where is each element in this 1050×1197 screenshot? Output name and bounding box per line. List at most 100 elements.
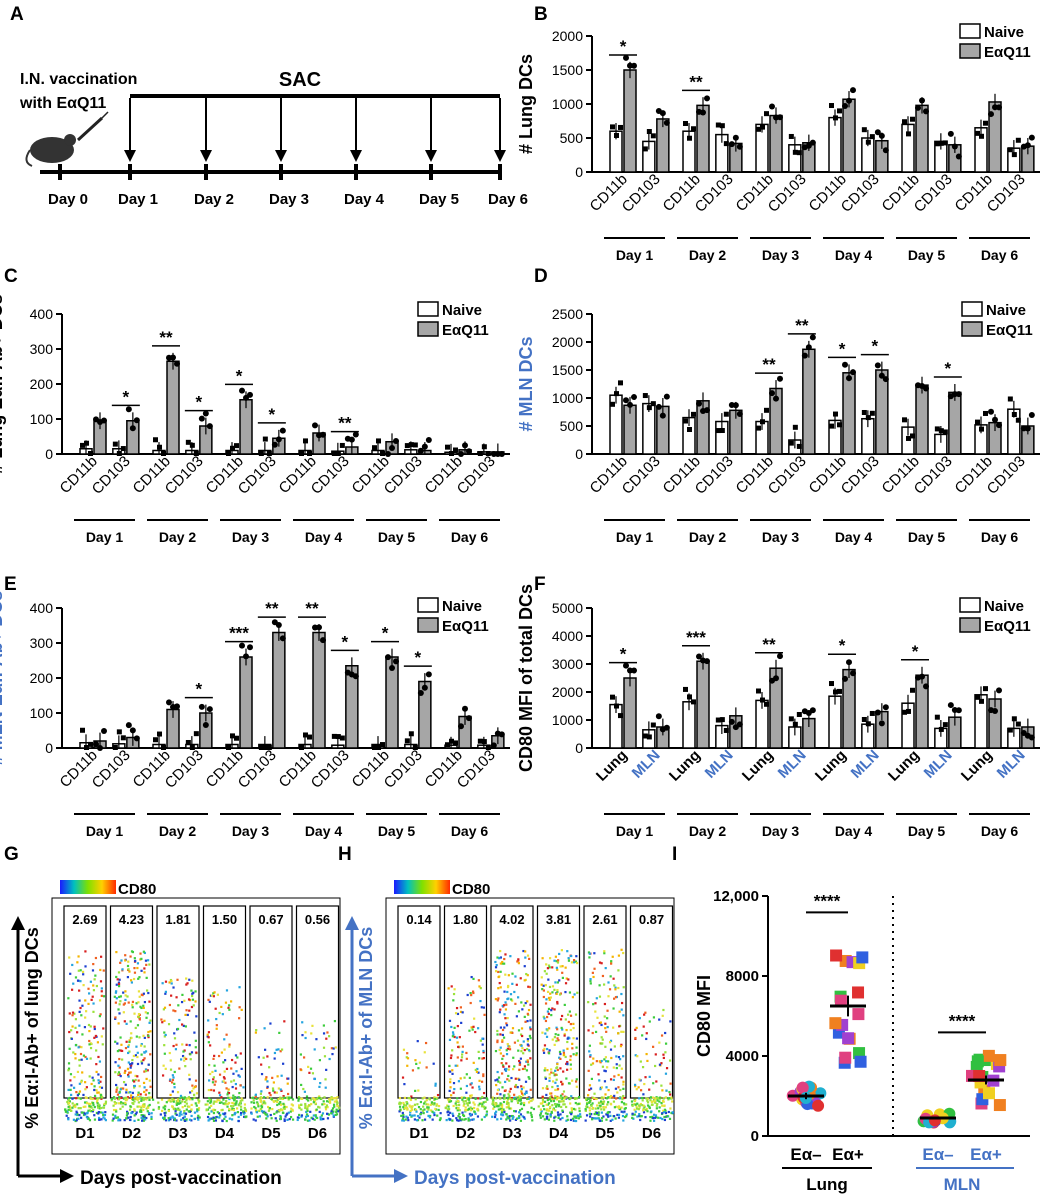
data-point	[834, 994, 847, 1007]
event-point	[183, 1049, 186, 1052]
data-point	[623, 662, 629, 669]
data-point	[185, 439, 191, 445]
event-point	[291, 1098, 295, 1101]
event-point	[79, 1052, 83, 1056]
event-point	[118, 978, 121, 981]
event-point	[270, 1097, 273, 1101]
event-point	[625, 1113, 628, 1116]
event-point	[464, 1106, 467, 1109]
event-point	[193, 1085, 197, 1089]
event-point	[614, 1117, 617, 1120]
event-point	[89, 1096, 92, 1099]
event-point	[634, 1036, 637, 1040]
event-point	[401, 1076, 405, 1079]
event-point	[468, 1076, 471, 1079]
event-point	[638, 1078, 641, 1081]
event-point	[587, 1097, 590, 1100]
event-point	[174, 1048, 178, 1051]
event-point	[255, 1111, 259, 1114]
event-point	[617, 1116, 621, 1119]
event-point	[127, 1045, 130, 1048]
event-point	[561, 1100, 564, 1103]
day-label: D4	[549, 1125, 569, 1142]
data-point	[462, 442, 468, 449]
event-point	[520, 1096, 523, 1099]
event-point	[183, 1112, 186, 1115]
event-point	[228, 1097, 231, 1101]
y-axis-label: # Lung DCs	[516, 54, 536, 154]
event-point	[234, 1111, 237, 1115]
event-point	[268, 1108, 271, 1111]
event-point	[125, 1098, 128, 1102]
event-point	[601, 1100, 604, 1104]
event-point	[419, 1100, 423, 1104]
x-axis-label: Days post-vaccination	[414, 1168, 616, 1189]
event-point	[241, 1099, 244, 1102]
event-point	[186, 1013, 189, 1017]
day-label: D3	[168, 1125, 187, 1142]
event-point	[86, 1112, 89, 1115]
event-point	[595, 1111, 599, 1115]
panel-label-B: B	[534, 4, 548, 25]
event-point	[482, 1006, 485, 1009]
event-point	[598, 1079, 601, 1082]
event-point	[453, 1026, 456, 1030]
event-point	[186, 1105, 190, 1108]
event-point	[449, 1081, 452, 1084]
event-point	[163, 1052, 166, 1055]
event-point	[559, 1018, 563, 1021]
event-point	[114, 1108, 118, 1112]
data-point	[642, 393, 648, 399]
event-point	[75, 1119, 78, 1122]
event-point	[313, 1048, 316, 1051]
event-point	[572, 1022, 575, 1026]
event-point	[667, 1110, 670, 1114]
event-point	[642, 1093, 645, 1096]
event-point	[193, 1031, 196, 1034]
y-tick-label: 0	[45, 446, 53, 462]
event-point	[196, 1116, 199, 1119]
data-point	[234, 443, 239, 449]
event-point	[556, 989, 559, 992]
event-point	[550, 1071, 553, 1074]
gate-box	[583, 905, 627, 1099]
event-point	[660, 1102, 663, 1105]
event-point	[118, 1102, 121, 1105]
event-point	[464, 1100, 467, 1103]
event-point	[176, 1102, 179, 1105]
event-point	[613, 997, 616, 1000]
event-point	[618, 1064, 621, 1067]
event-point	[310, 1103, 313, 1106]
event-point	[169, 1093, 172, 1096]
event-point	[260, 1104, 263, 1107]
event-point	[133, 1097, 136, 1100]
event-point	[500, 1113, 503, 1116]
event-point	[97, 1081, 101, 1085]
event-point	[559, 1113, 562, 1116]
group-label: Day 6	[981, 247, 1019, 263]
data-point	[116, 729, 122, 735]
event-point	[409, 1111, 412, 1114]
event-point	[325, 1037, 328, 1040]
event-point	[638, 1114, 641, 1118]
event-point	[611, 955, 614, 958]
group-label: Day 4	[835, 247, 873, 263]
data-point	[829, 1017, 842, 1030]
event-point	[492, 1098, 495, 1102]
event-point	[222, 1080, 225, 1083]
event-point	[190, 1005, 194, 1009]
event-point	[143, 1045, 146, 1048]
event-point	[69, 1073, 73, 1076]
event-point	[558, 1056, 561, 1059]
event-point	[237, 1074, 240, 1077]
data-point	[642, 146, 648, 152]
event-point	[304, 1118, 307, 1121]
event-point	[480, 1006, 483, 1009]
event-point	[543, 970, 546, 973]
data-point	[646, 405, 652, 411]
data-point	[153, 737, 158, 743]
event-point	[519, 977, 522, 980]
event-point	[278, 1109, 281, 1112]
event-point	[579, 1113, 582, 1116]
event-point	[209, 1101, 212, 1104]
